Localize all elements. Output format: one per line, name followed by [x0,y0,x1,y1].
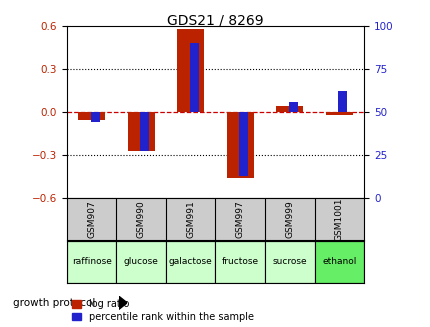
Bar [177,29,204,112]
Text: glucose: glucose [123,257,158,267]
Bar [264,241,314,283]
Text: GSM999: GSM999 [285,200,294,238]
Text: GSM990: GSM990 [136,200,145,238]
Legend: log ratio, percentile rank within the sample: log ratio, percentile rank within the sa… [71,299,254,322]
Text: ethanol: ethanol [322,257,356,267]
Bar [90,112,99,122]
Bar [276,106,303,112]
Text: sucrose: sucrose [272,257,307,267]
Bar [140,112,149,151]
Text: GDS21 / 8269: GDS21 / 8269 [167,13,263,27]
Text: GSM907: GSM907 [87,200,96,238]
Bar [314,241,363,283]
Text: fructose: fructose [221,257,258,267]
Bar [127,112,154,151]
Bar [239,112,248,176]
Bar [67,241,116,283]
Bar [226,112,253,178]
Text: GSM997: GSM997 [235,200,244,238]
Bar [166,241,215,283]
Bar [215,241,264,283]
Bar [288,102,297,112]
Text: galactose: galactose [169,257,212,267]
Bar [338,91,347,112]
Polygon shape [118,296,127,310]
Bar [116,241,166,283]
Text: GSM991: GSM991 [186,200,195,238]
Text: GSM1001: GSM1001 [334,198,343,241]
Bar [325,112,352,115]
Text: raffinose: raffinose [71,257,111,267]
Bar [189,43,198,112]
Text: growth protocol: growth protocol [13,298,95,308]
Bar [78,112,105,120]
